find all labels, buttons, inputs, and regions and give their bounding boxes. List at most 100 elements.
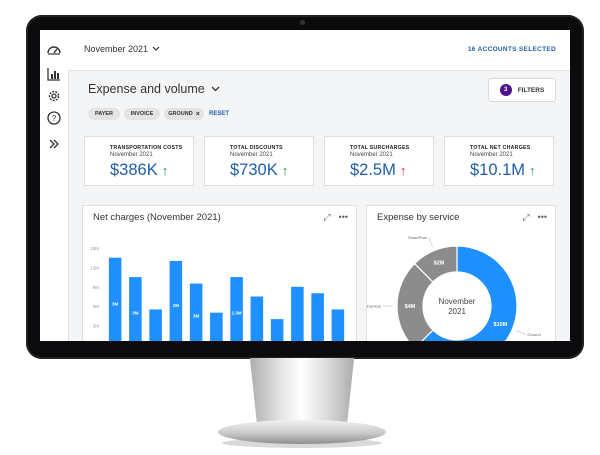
kpi-value-text: $730K bbox=[230, 161, 278, 179]
help-circle-icon[interactable]: ? bbox=[46, 110, 62, 126]
card-actions: ⤢ ••• bbox=[323, 212, 348, 223]
bar[interactable] bbox=[331, 309, 345, 341]
kpi-label: TOTAL NET CHARGES bbox=[470, 145, 531, 151]
expand-icon[interactable]: ⤢ bbox=[522, 212, 530, 222]
bar[interactable] bbox=[250, 296, 264, 342]
expense-donut-chart: $10M Ground $4M Express $2M SmartPost November… bbox=[367, 235, 541, 341]
filter-chip-ground[interactable]: GROUND × bbox=[164, 108, 204, 120]
kpi-period: November 2021 bbox=[230, 152, 273, 158]
bar[interactable] bbox=[230, 277, 243, 341]
chip-remove-icon[interactable]: × bbox=[195, 110, 200, 118]
bar-value-label: 3M bbox=[132, 310, 139, 315]
expand-icon[interactable]: ⤢ bbox=[323, 212, 331, 222]
donut-slice[interactable] bbox=[415, 245, 518, 341]
gear-icon[interactable] bbox=[46, 88, 62, 104]
donut-center-label: November bbox=[439, 297, 476, 306]
kpi-period: November 2021 bbox=[350, 152, 393, 158]
kpi-card-discounts: TOTAL DISCOUNTS November 2021 $730K ↑ bbox=[204, 136, 314, 186]
kpi-value: $386K ↑ bbox=[110, 161, 168, 180]
kpi-value: $2.5M ↑ bbox=[350, 161, 406, 180]
arrow-up-icon: ↑ bbox=[529, 163, 536, 178]
bar[interactable] bbox=[270, 319, 284, 341]
slice-leader-line bbox=[428, 237, 433, 247]
more-options-icon[interactable]: ••• bbox=[537, 212, 547, 222]
bar-value-label: 3M bbox=[112, 302, 119, 307]
accounts-selected-link[interactable]: 16 ACCOUNTS SELECTED bbox=[467, 46, 556, 53]
kpi-card-net-charges: TOTAL NET CHARGES November 2021 $10.1M ↑ bbox=[444, 136, 554, 186]
bar[interactable] bbox=[108, 257, 122, 341]
kpi-card-surcharges: TOTAL SURCHARGES November 2021 $2.5M ↑ bbox=[324, 136, 434, 186]
monitor-stand-neck bbox=[249, 358, 355, 428]
bar-value-label: 3M bbox=[193, 313, 200, 318]
kpi-value: $10.1M ↑ bbox=[470, 161, 536, 180]
kpi-value-text: $2.5M bbox=[350, 161, 396, 179]
svg-text:?: ? bbox=[52, 114, 57, 123]
bar-value-label: 2M bbox=[173, 303, 180, 308]
dashboard-gauge-icon[interactable] bbox=[46, 42, 62, 58]
slice-value-label: $2M bbox=[434, 261, 445, 267]
chip-label: INVOICE bbox=[130, 111, 154, 117]
bar[interactable] bbox=[291, 286, 304, 341]
bar[interactable] bbox=[311, 293, 324, 341]
reset-link[interactable]: RESET bbox=[209, 111, 230, 117]
arrow-up-icon: ↑ bbox=[161, 163, 169, 178]
period-dropdown[interactable]: November 2021 bbox=[84, 44, 160, 54]
arrow-up-icon: ↑ bbox=[399, 163, 407, 178]
slice-name-label: Express bbox=[367, 304, 381, 309]
filters-button[interactable]: 3 FILTERS bbox=[488, 78, 556, 102]
top-bar: November 2021 16 ACCOUNTS SELECTED bbox=[68, 30, 570, 71]
y-tick-label: 9M bbox=[93, 285, 100, 290]
bar[interactable] bbox=[210, 312, 223, 341]
more-options-icon[interactable]: ••• bbox=[338, 212, 348, 222]
double-chevron-right-icon[interactable] bbox=[46, 136, 62, 152]
y-tick-label: 15M bbox=[90, 246, 99, 251]
y-tick-label: 3M bbox=[93, 324, 100, 329]
kpi-label: TOTAL DISCOUNTS bbox=[230, 145, 283, 151]
bar[interactable] bbox=[129, 277, 142, 341]
slice-leader-line bbox=[516, 330, 526, 335]
screen: ? November 2021 16 ACCOUNTS SELECTED Exp… bbox=[40, 30, 570, 341]
period-label: November 2021 bbox=[84, 44, 149, 54]
filter-chip-invoice[interactable]: INVOICE bbox=[124, 108, 160, 120]
sidebar: ? bbox=[40, 30, 69, 341]
donut-slice[interactable] bbox=[413, 245, 458, 283]
bar[interactable] bbox=[149, 309, 162, 341]
chevron-down-icon bbox=[152, 46, 160, 51]
card-title: Expense by service bbox=[377, 212, 460, 223]
monitor-stand-base bbox=[218, 420, 386, 444]
page-title: Expense and volume bbox=[88, 82, 205, 96]
bar-chart-icon[interactable] bbox=[46, 66, 62, 82]
bar[interactable] bbox=[169, 260, 183, 341]
kpi-value-text: $386K bbox=[110, 161, 158, 179]
filters-label: FILTERS bbox=[517, 86, 545, 94]
kpi-label: TOTAL SURCHARGES bbox=[350, 145, 410, 151]
page-title-dropdown[interactable]: Expense and volume bbox=[88, 82, 220, 96]
webcam bbox=[300, 20, 305, 25]
bar[interactable] bbox=[189, 283, 203, 341]
kpi-value: $730K ↑ bbox=[230, 161, 288, 180]
net-charges-bar-chart: 15M12M9M6M3M03M3M2M3M2.3M bbox=[90, 246, 345, 342]
kpi-card-transportation: TRANSPORTATION COSTS November 2021 $386K… bbox=[84, 136, 194, 186]
chip-label: GROUND bbox=[168, 111, 193, 117]
filter-chip-payer[interactable]: PAYER bbox=[88, 108, 120, 120]
chip-label: PAYER bbox=[94, 111, 114, 117]
filters-count-badge: 3 bbox=[499, 84, 512, 96]
slice-value-label: $4M bbox=[405, 304, 416, 310]
slice-name-label: SmartPost bbox=[408, 235, 428, 240]
chevron-down-icon bbox=[211, 86, 220, 92]
slice-value-label: $10M bbox=[494, 322, 508, 328]
slice-name-label: Ground bbox=[527, 332, 540, 337]
bar-value-label: 2.3M bbox=[232, 310, 242, 315]
expense-by-service-card: Expense by service ⤢ ••• $10M Ground $4M Ex… bbox=[366, 205, 556, 341]
y-tick-label: 6M bbox=[93, 304, 100, 309]
arrow-up-icon: ↑ bbox=[281, 163, 289, 178]
kpi-period: November 2021 bbox=[470, 152, 513, 158]
card-actions: ⤢ ••• bbox=[522, 212, 547, 223]
card-title: Net charges (November 2021) bbox=[93, 212, 221, 223]
donut-center-label: 2021 bbox=[448, 307, 466, 316]
net-charges-card: Net charges (November 2021) ⤢ ••• 15M 12M… bbox=[82, 205, 357, 341]
kpi-label: TRANSPORTATION COSTS bbox=[110, 145, 183, 151]
kpi-value-text: $10.1M bbox=[470, 161, 526, 179]
kpi-period: November 2021 bbox=[110, 152, 153, 158]
y-tick-label: 12M bbox=[90, 265, 99, 270]
